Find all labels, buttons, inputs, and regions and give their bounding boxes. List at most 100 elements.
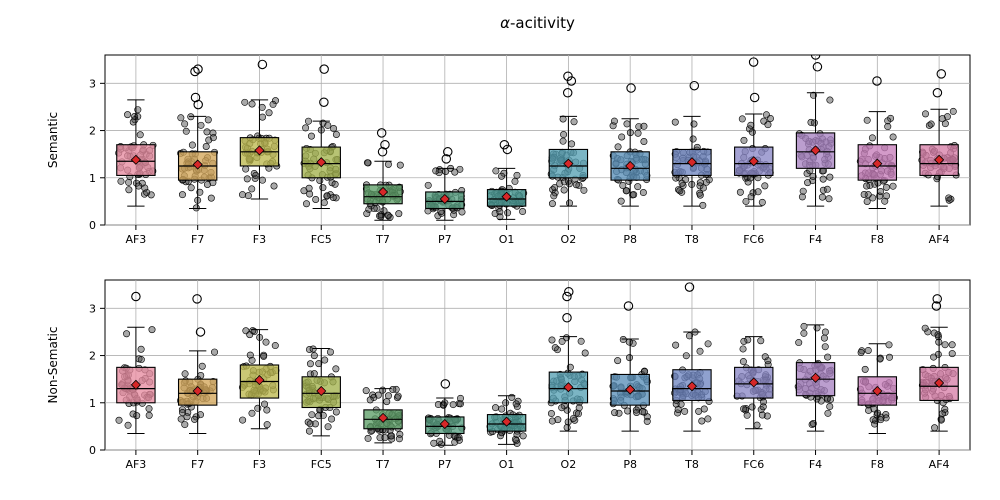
scatter-point (942, 341, 948, 347)
scatter-point (245, 192, 251, 198)
scatter-point (799, 194, 805, 200)
scatter-point (814, 396, 820, 402)
scatter-point (618, 134, 624, 140)
scatter-point (264, 421, 270, 427)
outlier-point (565, 288, 573, 296)
scatter-point (705, 416, 711, 422)
ylabel: Semantic (46, 112, 60, 168)
scatter-point (397, 162, 403, 168)
scatter-point (883, 184, 889, 190)
scatter-point (858, 349, 864, 355)
scatter-point (928, 121, 934, 127)
scatter-point (438, 208, 444, 214)
scatter-point (865, 347, 871, 353)
scatter-point (377, 434, 383, 440)
scatter-point (822, 343, 828, 349)
scatter-point (635, 130, 641, 136)
scatter-point (760, 399, 766, 405)
scatter-point (549, 418, 555, 424)
scatter-point (863, 183, 869, 189)
scatter-point (390, 386, 396, 392)
scatter-point (124, 111, 130, 117)
scatter-point (821, 335, 827, 341)
scatter-point (814, 325, 820, 331)
scatter-point (313, 196, 319, 202)
scatter-point (633, 407, 639, 413)
xtick-label: T8 (684, 458, 699, 471)
scatter-point (618, 198, 624, 204)
scatter-point (266, 110, 272, 116)
scatter-point (306, 185, 312, 191)
scatter-point (182, 421, 188, 427)
scatter-point (741, 338, 747, 344)
scatter-point (363, 387, 369, 393)
scatter-point (210, 134, 216, 140)
scatter-point (365, 435, 371, 441)
scatter-point (259, 104, 265, 110)
scatter-point (457, 401, 463, 407)
scatter-point (272, 342, 278, 348)
scatter-point (396, 210, 402, 216)
xtick-label: F4 (809, 233, 822, 246)
outlier-point (381, 141, 389, 149)
scatter-point (935, 332, 941, 338)
scatter-point (502, 400, 508, 406)
scatter-point (824, 186, 830, 192)
scatter-point (450, 401, 456, 407)
scatter-point (264, 407, 270, 413)
scatter-point (626, 354, 632, 360)
ytick-label: 1 (89, 397, 96, 410)
scatter-point (870, 195, 876, 201)
scatter-point (321, 199, 327, 205)
outlier-point (685, 283, 693, 291)
panel-0: 0123AF3F7F3FC5T7P7O1O2P8T8FC6F4F8AF4Sema… (46, 51, 970, 246)
scatter-point (672, 342, 678, 348)
scatter-point (244, 176, 250, 182)
scatter-point (249, 101, 255, 107)
figure-svg: α-acitivity0123AF3F7F3FC5T7P7O1O2P8T8FC6… (0, 0, 1000, 500)
scatter-point (630, 191, 636, 197)
scatter-point (682, 176, 688, 182)
scatter-point (820, 176, 826, 182)
scatter-point (886, 342, 892, 348)
scatter-point (306, 191, 312, 197)
scatter-point (639, 409, 645, 415)
scatter-point (615, 144, 621, 150)
scatter-point (678, 401, 684, 407)
scatter-point (239, 191, 245, 197)
scatter-point (306, 428, 312, 434)
scatter-point (697, 192, 703, 198)
scatter-point (931, 425, 937, 431)
scatter-point (758, 338, 764, 344)
xtick-label: P7 (438, 458, 452, 471)
scatter-point (548, 410, 554, 416)
scatter-point (142, 185, 148, 191)
scatter-point (614, 357, 620, 363)
scatter-point (191, 416, 197, 422)
scatter-point (146, 405, 152, 411)
scatter-point (611, 118, 617, 124)
scatter-point (499, 406, 505, 412)
scatter-point (520, 433, 526, 439)
scatter-point (765, 121, 771, 127)
scatter-point (385, 161, 391, 167)
outlier-point (193, 295, 201, 303)
scatter-point (800, 188, 806, 194)
ytick-label: 3 (89, 302, 96, 315)
scatter-point (864, 117, 870, 123)
scatter-point (825, 410, 831, 416)
scatter-point (325, 122, 331, 128)
scatter-point (877, 356, 883, 362)
scatter-point (765, 357, 771, 363)
scatter-point (558, 405, 564, 411)
scatter-point (744, 412, 750, 418)
ytick-label: 0 (89, 219, 96, 232)
scatter-point (367, 397, 373, 403)
scatter-point (309, 412, 315, 418)
scatter-point (193, 205, 199, 211)
scatter-point (371, 205, 377, 211)
scatter-point (552, 344, 558, 350)
scatter-point (385, 393, 391, 399)
scatter-point (146, 412, 152, 418)
scatter-point (324, 192, 330, 198)
